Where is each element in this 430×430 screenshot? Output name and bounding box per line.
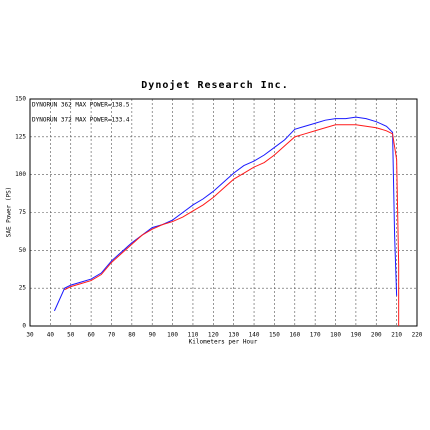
plot-frame (29, 98, 418, 327)
x-tick-label: 210 (391, 332, 402, 339)
chart-title: Dynojet Research Inc. (141, 79, 288, 91)
x-tick-label: 80 (128, 332, 136, 339)
x-axis-label: Kilometers per Hour (189, 339, 258, 346)
x-tick-label: 170 (310, 332, 321, 339)
line (64, 124, 400, 326)
y-tick-label: 150 (15, 96, 26, 103)
y-tick-label: 100 (15, 171, 26, 178)
x-tick-label: 130 (228, 332, 239, 339)
x-tick-label: 50 (67, 332, 75, 339)
y-tick-label: 25 (19, 285, 27, 292)
x-tick-label: 160 (289, 332, 300, 339)
y-tick-label: 50 (19, 247, 27, 254)
x-tick-label: 140 (249, 332, 260, 339)
x-tick-label: 110 (188, 332, 199, 339)
x-tick-label: 180 (330, 332, 341, 339)
y-axis-label: SAE Power (PS) (6, 187, 13, 238)
line (53, 116, 398, 312)
x-tick-label: 30 (26, 332, 34, 339)
x-tick-label: 100 (167, 332, 178, 339)
x-tick-label: 220 (412, 332, 423, 339)
x-tick-label: 190 (350, 332, 361, 339)
x-tick-label: 60 (87, 332, 95, 339)
x-tick-label: 40 (47, 332, 55, 339)
x-tick-label: 70 (108, 332, 116, 339)
x-tick-label: 200 (371, 332, 382, 339)
x-tick-label: 150 (269, 332, 280, 339)
y-tick-label: 75 (19, 209, 27, 216)
y-tick-label: 125 (15, 133, 26, 140)
legend-label: DYNORUN 362 MAX POWER=138.5 (32, 102, 130, 109)
y-tick-label: 0 (22, 323, 26, 330)
x-tick-label: 120 (208, 332, 219, 339)
x-tick-label: 90 (149, 332, 157, 339)
legend-label: DYNORUN 372 MAX POWER=133.4 (32, 117, 130, 124)
